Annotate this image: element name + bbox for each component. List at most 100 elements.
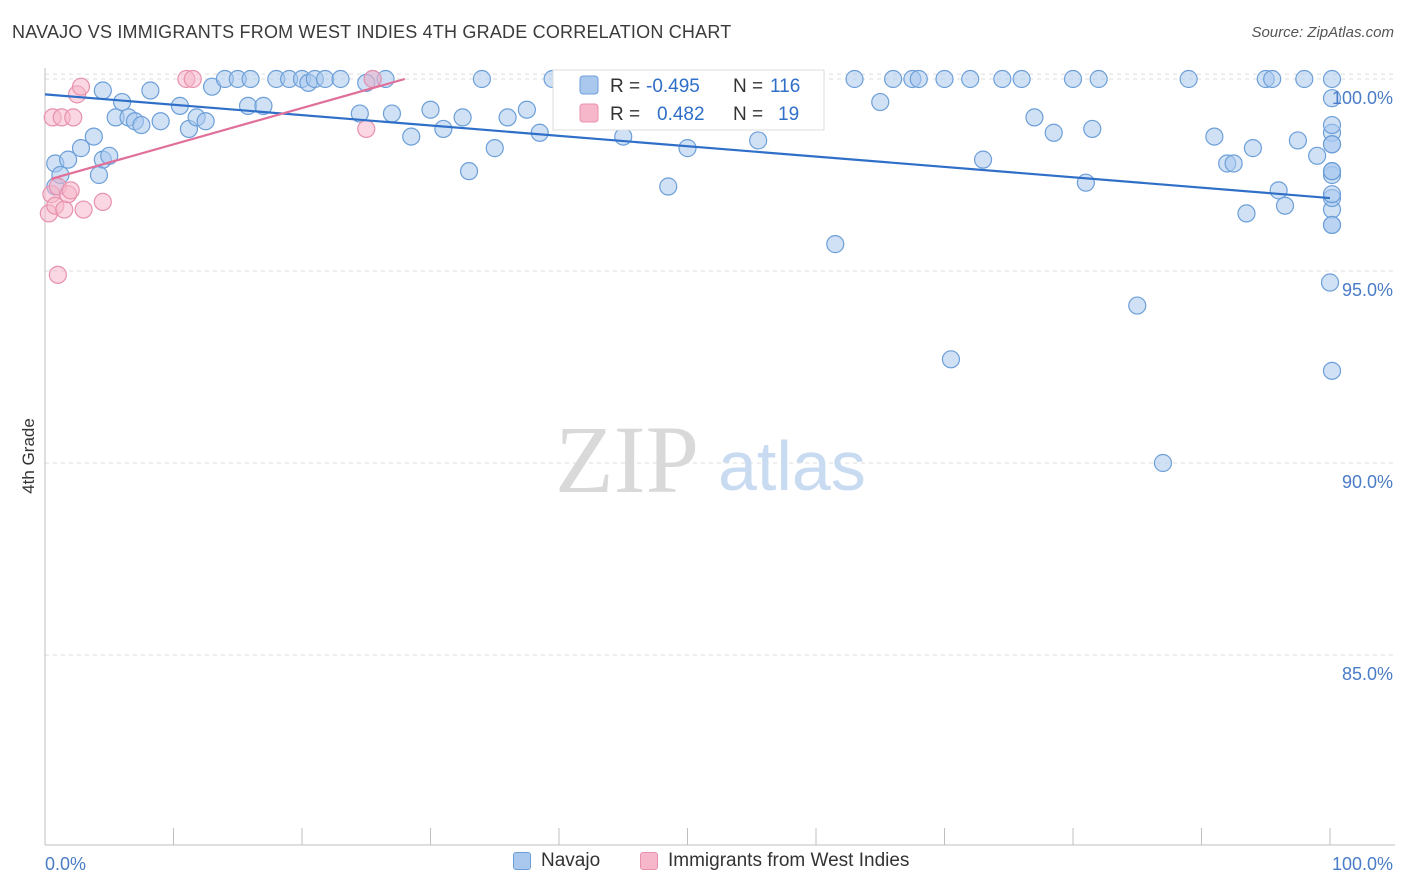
navajo-point (1076, 173, 1095, 192)
x-axis-ticks (44, 828, 1331, 845)
navajo-point (909, 69, 928, 89)
navajo-point (1237, 204, 1256, 223)
navajo-point (1322, 69, 1342, 89)
west-indies-points (39, 69, 382, 284)
legend-item-navajo[interactable]: Navajo (513, 850, 600, 872)
navajo-point (1322, 89, 1342, 108)
navajo-point (1322, 215, 1342, 235)
navajo-point (1083, 119, 1102, 139)
legend-n-value-navajo: 116 (770, 76, 800, 97)
legend-r-label-navajo: R = (610, 76, 640, 97)
west-indies-point (64, 108, 83, 127)
navajo-point (141, 81, 160, 100)
navajo-point (132, 115, 151, 135)
navajo-point (1179, 69, 1198, 89)
legend-r-label-west-indies: R = (610, 104, 640, 125)
bottom-legend: Navajo Immigrants from West Indies (0, 850, 1406, 880)
x-tick-label-max: 100.0% (1332, 854, 1393, 874)
navajo-point (1263, 69, 1282, 89)
watermark: ZIP atlas (555, 406, 866, 513)
legend-swatch-west-indies-bottom (640, 852, 658, 870)
navajo-point (402, 127, 421, 146)
west-indies-point (183, 69, 202, 89)
watermark-zip: ZIP (555, 406, 699, 513)
navajo-point (1275, 196, 1295, 215)
y-tick-label: 85.0% (1342, 664, 1393, 684)
navajo-point (1322, 135, 1342, 154)
legend-swatch-west-indies (579, 103, 599, 123)
legend-swatch-navajo-bottom (513, 852, 531, 870)
legend-n-label-navajo: N = (733, 76, 763, 97)
navajo-point (241, 69, 260, 89)
navajo-point (935, 69, 954, 89)
west-indies-point (93, 192, 112, 211)
navajo-trend-line (44, 93, 1331, 200)
west-indies-point (61, 181, 80, 200)
navajo-point (485, 139, 504, 158)
legend-label-navajo: Navajo (541, 850, 601, 871)
navajo-point (459, 162, 479, 181)
y-tick-label: 95.0% (1342, 280, 1393, 300)
trend-lines (44, 77, 1331, 200)
navajo-point (1288, 131, 1307, 150)
navajo-point (1322, 361, 1342, 380)
navajo-point (498, 108, 517, 127)
navajo-point (1320, 273, 1340, 292)
navajo-point (1322, 162, 1342, 181)
navajo-point (151, 112, 170, 131)
y-tick-labels: 85.0% 90.0% 95.0% 100.0% (1332, 88, 1393, 684)
navajo-point (254, 96, 273, 115)
navajo-point (100, 146, 119, 165)
navajo-point (961, 69, 980, 89)
west-indies-point (357, 119, 376, 139)
stats-legend: R = -0.495 N = 116 R = 0.482 N = 19 (552, 69, 825, 131)
navajo-point (845, 69, 864, 89)
navajo-point (1322, 185, 1342, 204)
navajo-point (517, 100, 536, 119)
legend-n-value-west-indies: 19 (778, 104, 799, 125)
west-indies-point (55, 200, 74, 219)
x-tick-label-min: 0.0% (45, 854, 86, 874)
navajo-point (434, 119, 453, 139)
navajo-point (350, 104, 369, 123)
navajo-point (71, 139, 91, 158)
navajo-point (84, 127, 103, 146)
west-indies-point (74, 200, 93, 219)
navajo-point (421, 100, 440, 119)
navajo-point (1128, 296, 1147, 315)
navajo-point (1224, 154, 1243, 173)
legend-r-value-navajo: -0.495 (646, 76, 700, 97)
navajo-point (1295, 69, 1314, 89)
navajo-point (316, 69, 335, 89)
navajo-point (659, 177, 678, 196)
navajo-point (973, 150, 993, 169)
navajo-point (382, 104, 402, 123)
chart-title: NAVAJO VS IMMIGRANTS FROM WEST INDIES 4T… (12, 22, 732, 42)
west-indies-point (71, 77, 91, 96)
legend-item-west-indies[interactable]: Immigrants from West Indies (640, 850, 909, 872)
navajo-point (749, 131, 768, 150)
navajo-point (883, 69, 903, 89)
navajo-point (1153, 453, 1173, 473)
y-axis-label: 4th Grade (19, 418, 38, 494)
navajo-point (472, 69, 491, 89)
west-indies-trend-line (51, 77, 406, 180)
navajo-point (941, 350, 961, 369)
navajo-point (826, 235, 845, 254)
legend-label-west-indies: Immigrants from West Indies (668, 850, 910, 871)
navajo-point (196, 112, 215, 131)
navajo-point (89, 165, 109, 185)
navajo-point (1044, 123, 1063, 142)
navajo-point (1089, 69, 1108, 89)
grid-lines (45, 73, 1395, 656)
navajo-point (871, 92, 890, 112)
y-tick-label: 90.0% (1342, 472, 1393, 492)
navajo-point (1012, 69, 1031, 89)
navajo-point (1025, 108, 1044, 127)
navajo-point (1322, 115, 1342, 135)
west-indies-point (363, 69, 382, 89)
navajo-point (993, 69, 1012, 89)
navajo-point (331, 69, 350, 89)
legend-n-label-west-indies: N = (733, 104, 763, 125)
